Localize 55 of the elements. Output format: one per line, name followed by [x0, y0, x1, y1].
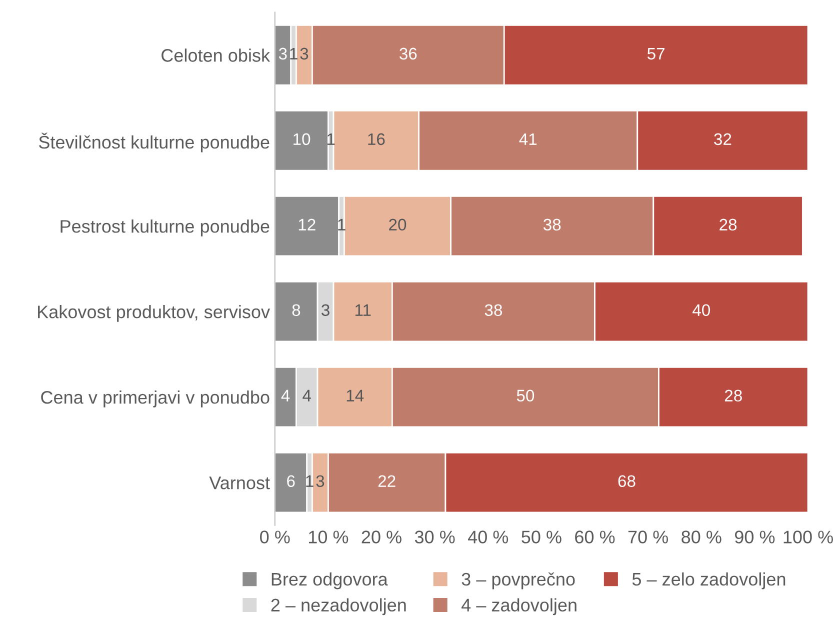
data-label: 1	[328, 133, 335, 145]
legend-label: 2 – nezadovoljen	[271, 598, 406, 616]
data-label: 8	[292, 304, 300, 316]
x-tick-label: 60 %	[575, 530, 615, 544]
data-label: 3	[278, 48, 287, 60]
y-tick-label: Cena v primerjavi v ponudbo	[41, 390, 270, 408]
data-label: 1	[306, 475, 314, 487]
data-label: 22	[378, 475, 396, 487]
data-label: 16	[368, 133, 385, 146]
y-tick-label: Celoten obisk	[162, 48, 270, 62]
data-label: 4	[302, 390, 312, 402]
legend-label: 5 – zelo zadovoljen	[632, 572, 786, 590]
data-label: 12	[298, 218, 316, 230]
x-tick-label: 80 %	[682, 530, 722, 544]
legend-label: Brez odgovora	[272, 572, 388, 590]
data-label: 6	[287, 475, 295, 488]
data-label: 57	[647, 48, 665, 60]
legend-label: 4 – zadovoljen	[462, 598, 576, 616]
x-tick-label: 0 %	[260, 530, 290, 544]
data-label: 28	[720, 218, 737, 231]
y-tick-label: Pestrost kulturne ponudbe	[60, 220, 270, 236]
bar	[274, 195, 340, 257]
bar	[274, 452, 308, 514]
data-label: 1	[290, 48, 298, 60]
x-tick-label: 30 %	[414, 530, 455, 544]
data-label: 36	[400, 48, 417, 60]
x-tick-label: 40 %	[468, 530, 508, 544]
data-label: 3	[316, 475, 324, 488]
data-label: 50	[516, 390, 534, 402]
x-tick-label: 70 %	[628, 530, 668, 544]
data-label: 4	[281, 390, 290, 402]
x-tick-label: 10 %	[309, 530, 348, 544]
data-label: 32	[714, 133, 732, 146]
x-tick-label: 100 %	[784, 530, 833, 544]
y-tick-label: Kakovost produktov, servisov	[38, 305, 270, 322]
data-label: 38	[484, 304, 502, 316]
data-label: 41	[519, 133, 537, 145]
x-tick-label: 90 %	[734, 530, 775, 544]
y-tick-label: Varnost	[209, 476, 270, 490]
legend-label: 3 – povprečno	[462, 572, 575, 590]
x-tick-label: 50 %	[522, 530, 562, 544]
data-label: 3	[322, 304, 330, 316]
data-label: 11	[355, 304, 371, 316]
bar	[274, 110, 329, 172]
data-label: 28	[724, 390, 742, 402]
data-label: 3	[300, 48, 308, 60]
data-label: 1	[338, 218, 346, 230]
data-label: 10	[294, 133, 310, 146]
data-label: 38	[543, 218, 561, 231]
data-label: 20	[389, 218, 406, 231]
x-tick-label: 20 %	[362, 530, 402, 544]
y-tick-label: Številčnost kulturne ponudbe	[39, 132, 270, 152]
data-label: 40	[692, 304, 710, 316]
data-label: 68	[618, 475, 636, 488]
data-label: 14	[346, 390, 364, 402]
